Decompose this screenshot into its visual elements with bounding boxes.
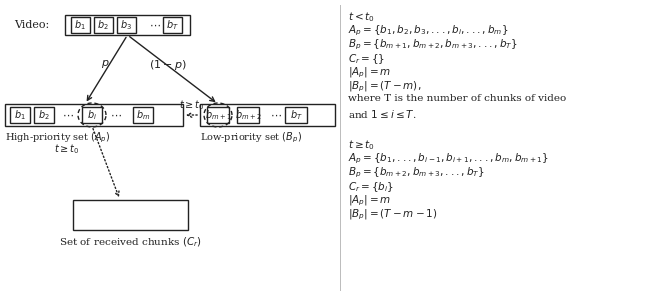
Text: Low-priority set $(B_p)$: Low-priority set $(B_p)$ <box>200 131 302 145</box>
Text: $b_2$: $b_2$ <box>38 108 50 122</box>
Text: $b_1$: $b_1$ <box>14 108 26 122</box>
Text: $|A_p| = m$: $|A_p| = m$ <box>348 194 391 208</box>
Bar <box>65 15 190 35</box>
Text: $(1-p)$: $(1-p)$ <box>149 58 186 71</box>
Text: $A_p = \{b_1, ..., b_{i-1}, b_{i+1}, ..., b_m, b_{m+1}\}$: $A_p = \{b_1, ..., b_{i-1}, b_{i+1}, ...… <box>348 152 549 166</box>
Text: $A_p = \{b_1, b_2, b_3, ..., b_i, ..., b_m\}$: $A_p = \{b_1, b_2, b_3, ..., b_i, ..., b… <box>348 24 508 38</box>
Text: $\cdots$: $\cdots$ <box>270 110 282 120</box>
Text: $B_p = \{b_{m+2}, b_{m+3}, ..., b_T\}$: $B_p = \{b_{m+2}, b_{m+3}, ..., b_T\}$ <box>348 166 485 181</box>
Bar <box>285 107 307 123</box>
Bar <box>133 107 153 123</box>
Text: $\cdots$: $\cdots$ <box>149 20 161 30</box>
Text: $B_p = \{b_{m+1}, b_{m+2}, b_{m+3}, ..., b_T\}$: $B_p = \{b_{m+1}, b_{m+2}, b_{m+3}, ...,… <box>348 38 518 53</box>
Text: $b_{m+2}$: $b_{m+2}$ <box>235 108 261 122</box>
Bar <box>5 104 183 126</box>
Text: $\cdots$: $\cdots$ <box>110 110 122 120</box>
Bar <box>117 17 135 33</box>
Bar <box>34 107 54 123</box>
Bar <box>200 104 335 126</box>
Bar <box>237 107 259 123</box>
Bar <box>82 107 102 123</box>
Bar <box>71 17 89 33</box>
Text: $t \geq t_0$: $t \geq t_0$ <box>54 142 80 156</box>
Text: and $1 \leq i \leq T$.: and $1 \leq i \leq T$. <box>348 108 416 120</box>
Text: Video:: Video: <box>14 20 49 30</box>
Text: $t \geq t_0$: $t \geq t_0$ <box>179 98 204 112</box>
Text: $t < t_0$: $t < t_0$ <box>348 10 375 24</box>
Text: $p$: $p$ <box>101 58 110 71</box>
Text: $\cdots$: $\cdots$ <box>62 110 74 120</box>
Text: $b_2$: $b_2$ <box>97 18 109 32</box>
Bar <box>93 17 113 33</box>
Bar <box>73 200 187 230</box>
Bar <box>10 107 30 123</box>
Text: $|B_p| = (T - m),$: $|B_p| = (T - m),$ <box>348 80 422 94</box>
Text: $b_T$: $b_T$ <box>289 108 302 122</box>
Text: $b_3$: $b_3$ <box>120 18 132 32</box>
Text: $C_r = \{b_i\}$: $C_r = \{b_i\}$ <box>348 180 394 194</box>
Text: $b_T$: $b_T$ <box>165 18 178 32</box>
Text: $b_m$: $b_m$ <box>136 108 150 122</box>
Text: $C_r = \{\}$: $C_r = \{\}$ <box>348 52 385 66</box>
Text: $t \geq t_0$: $t \geq t_0$ <box>348 138 375 152</box>
Text: $b_i$: $b_i$ <box>87 108 97 122</box>
Bar <box>207 107 229 123</box>
Bar <box>163 17 181 33</box>
Text: $|A_p| = m$: $|A_p| = m$ <box>348 66 391 81</box>
Text: Set of received chunks $(C_r)$: Set of received chunks $(C_r)$ <box>59 235 201 249</box>
Text: $|B_p| = (T - m - 1)$: $|B_p| = (T - m - 1)$ <box>348 208 438 222</box>
Text: High-priority set $(A_p)$: High-priority set $(A_p)$ <box>5 131 111 145</box>
Text: $b_{m+1}$: $b_{m+1}$ <box>205 108 231 122</box>
Text: $b_1$: $b_1$ <box>74 18 86 32</box>
Text: where T is the number of chunks of video: where T is the number of chunks of video <box>348 94 566 103</box>
